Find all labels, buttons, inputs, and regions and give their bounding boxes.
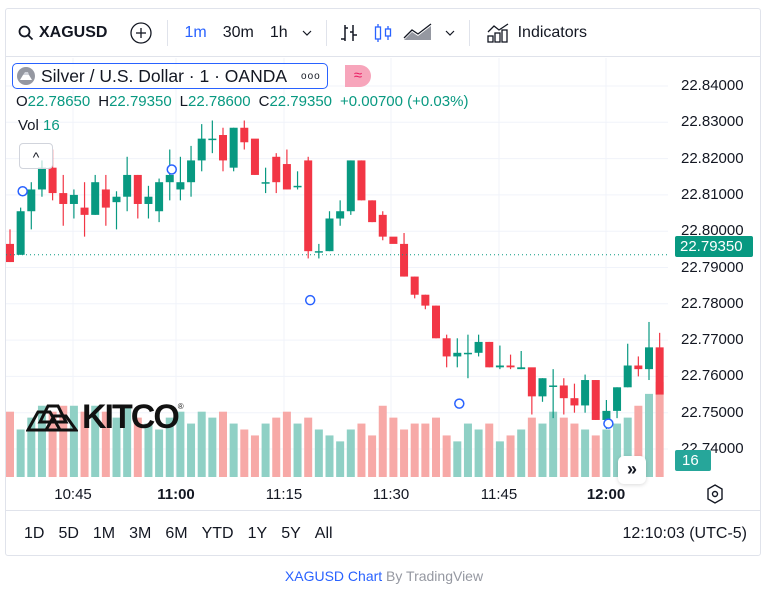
open-value: O22.78650: [16, 93, 91, 110]
symbol-label: XAGUSD: [39, 23, 108, 41]
symbol-title: Silver / U.S. Dollar · 1 · OANDA: [41, 65, 288, 86]
more-options-button[interactable]: ooo: [301, 70, 321, 82]
interval-30m[interactable]: 30m: [222, 23, 254, 41]
low-value: L22.78600: [179, 93, 251, 110]
price-tick: 22.80000: [681, 222, 744, 240]
time-tick: 11:00: [157, 486, 195, 503]
price-tick: 22.78000: [681, 294, 744, 312]
kitco-registered: ®: [177, 402, 184, 411]
range-3m[interactable]: 3M: [129, 525, 152, 542]
chevron-down-icon: [302, 30, 312, 36]
range-ytd[interactable]: YTD: [201, 525, 234, 542]
delayed-data-badge[interactable]: ≈: [345, 65, 371, 87]
range-6m[interactable]: 6M: [165, 525, 188, 542]
kitco-watermark: KITCO ®: [26, 398, 184, 437]
timezone-clock[interactable]: 12:10:03 (UTC-5): [622, 525, 748, 542]
price-tick: 22.75000: [681, 403, 744, 421]
divider: [325, 19, 327, 46]
time-tick: 12:00: [586, 486, 626, 503]
attribution-footer: XAGUSD Chart By TradingView: [0, 568, 768, 584]
price-tick: 22.83000: [681, 113, 744, 131]
candles-style-button[interactable]: [373, 9, 393, 57]
price-axis[interactable]: 22.74000 22.75000 22.76000 22.77000 22.78000…: [668, 58, 760, 477]
bars-icon: [340, 24, 357, 41]
kitco-text: KITCO: [82, 398, 180, 436]
close-value: C22.79350: [258, 93, 333, 110]
interval-dropdown[interactable]: [302, 9, 312, 57]
by-tradingview: By TradingView: [382, 568, 484, 584]
last-price-label: 22.79350: [675, 236, 753, 257]
price-tick: 22.84000: [681, 77, 744, 94]
range-1y[interactable]: 1Y: [247, 525, 268, 542]
chart-link[interactable]: XAGUSD Chart: [284, 568, 383, 584]
price-tick: 22.79000: [681, 258, 744, 276]
kitco-logo-icon: [26, 404, 78, 431]
indicators-button[interactable]: Indicators: [486, 9, 587, 57]
range-5d[interactable]: 5D: [58, 525, 79, 542]
time-axis[interactable]: 10:45 11:00 11:15 11:30 11:45 12:00: [6, 477, 760, 511]
time-tick: 10:45: [54, 486, 92, 503]
chart-style-dropdown[interactable]: [445, 9, 455, 57]
chart-widget: XAGUSD 1m 30m 1h Indicators: [5, 8, 761, 556]
candles-icon: [374, 23, 391, 42]
range-all[interactable]: All: [314, 525, 333, 542]
divider: [468, 19, 470, 46]
scroll-to-realtime-button[interactable]: »: [618, 456, 646, 484]
ohlc-values: O22.78650 H22.79350 L22.78600 C22.79350 …: [16, 93, 468, 110]
range-5y[interactable]: 5Y: [281, 525, 301, 542]
change-value: +0.00700 (+0.03%): [340, 93, 469, 110]
price-tick: 22.77000: [681, 331, 744, 349]
area-style-button[interactable]: [403, 9, 433, 57]
last-volume-label: 16: [675, 450, 711, 471]
indicators-label: Indicators: [517, 23, 587, 41]
divider: [167, 19, 169, 46]
price-tick: 22.82000: [681, 149, 744, 167]
symbol-search-button[interactable]: XAGUSD: [6, 9, 107, 57]
indicators-icon: [486, 22, 508, 43]
date-range-bar: 1D 5D 1M 3M 6M YTD 1Y 5Y All 12:10:03 (U…: [6, 511, 760, 557]
volume-legend: Vol 16: [18, 117, 60, 134]
search-icon: [18, 25, 34, 40]
price-tick: 22.81000: [681, 185, 744, 203]
settings-icon[interactable]: [706, 484, 724, 504]
time-tick: 11:15: [265, 486, 303, 503]
time-tick: 11:30: [372, 486, 410, 503]
collapse-legend-button[interactable]: ^: [19, 143, 53, 169]
bars-style-button[interactable]: [339, 9, 359, 57]
interval-1h[interactable]: 1h: [269, 23, 288, 41]
silver-symbol-icon: [17, 67, 35, 85]
range-1d[interactable]: 1D: [24, 525, 45, 542]
interval-1m[interactable]: 1m: [184, 23, 207, 41]
range-1m[interactable]: 1M: [92, 525, 116, 542]
time-tick: 11:45: [480, 486, 518, 503]
chart-pane[interactable]: KITCO ® Silver / U.S. Dollar · 1 · OANDA…: [6, 58, 760, 484]
chevron-down-icon: [445, 30, 455, 36]
area-chart-icon: [403, 22, 432, 40]
high-value: H22.79350: [98, 93, 172, 110]
price-tick: 22.76000: [681, 367, 744, 385]
candlestick-chart[interactable]: [6, 58, 668, 477]
top-toolbar: XAGUSD 1m 30m 1h Indicators: [6, 9, 760, 57]
symbol-legend[interactable]: Silver / U.S. Dollar · 1 · OANDA ooo: [12, 63, 328, 89]
compare-button[interactable]: [129, 9, 153, 57]
add-symbol-icon: [130, 21, 153, 44]
